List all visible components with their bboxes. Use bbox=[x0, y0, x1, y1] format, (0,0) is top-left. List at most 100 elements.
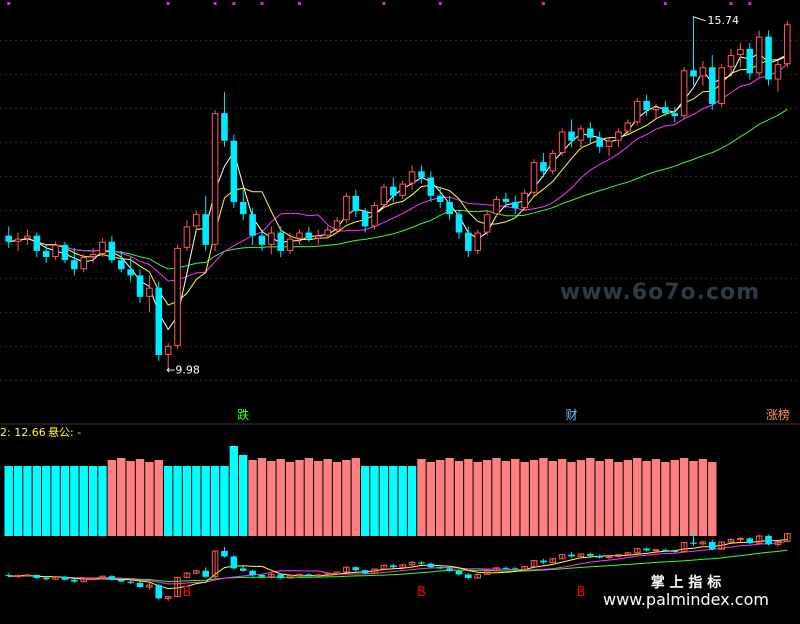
indicator-bar bbox=[670, 460, 679, 536]
indicator-bar bbox=[548, 461, 557, 536]
mini-candle bbox=[164, 596, 172, 602]
indicator-bar bbox=[501, 461, 511, 536]
candle bbox=[615, 128, 622, 147]
top-marker-dot bbox=[748, 2, 752, 5]
candle bbox=[164, 342, 172, 369]
candle bbox=[99, 238, 106, 258]
top-marker-dot bbox=[382, 2, 386, 5]
indicator-bar bbox=[314, 461, 323, 536]
indicator-bar bbox=[351, 458, 360, 536]
candle bbox=[455, 211, 463, 239]
candle bbox=[530, 159, 538, 196]
mini-candle bbox=[465, 573, 472, 580]
buy-signal: B bbox=[576, 585, 585, 600]
candle bbox=[305, 226, 313, 242]
indicator-bar bbox=[417, 459, 426, 536]
mini-candle bbox=[221, 546, 228, 558]
mini-candle bbox=[371, 568, 378, 574]
indicator-bar bbox=[145, 462, 154, 536]
mini-candle bbox=[333, 571, 341, 575]
mini-candle bbox=[305, 573, 313, 577]
candle bbox=[193, 211, 200, 233]
mini-candle bbox=[746, 537, 754, 545]
mini-candle bbox=[737, 537, 744, 542]
top-marker-dot bbox=[298, 2, 301, 5]
mini-candle bbox=[483, 570, 491, 575]
mini-candle bbox=[108, 575, 116, 581]
indicator-bar bbox=[633, 458, 642, 536]
candle bbox=[399, 180, 406, 199]
indicator-bar bbox=[454, 461, 464, 536]
ma-line-long bbox=[8, 108, 788, 270]
candle bbox=[568, 119, 575, 147]
indicator-bar bbox=[304, 458, 314, 536]
candle bbox=[361, 208, 369, 233]
mini-candle bbox=[662, 548, 669, 552]
event-labels: 跌 财 涨榜 bbox=[237, 407, 790, 422]
indicator-bar bbox=[398, 466, 407, 536]
indicator-bars bbox=[4, 446, 717, 536]
mini-candle bbox=[52, 576, 59, 580]
candle bbox=[211, 110, 219, 251]
candle bbox=[746, 42, 754, 80]
indicator-bar bbox=[201, 466, 210, 536]
indicator-bar bbox=[135, 459, 145, 536]
candle bbox=[268, 226, 275, 254]
mini-candle bbox=[361, 569, 369, 575]
indicator-bar bbox=[98, 466, 107, 536]
mini-candle bbox=[249, 569, 256, 577]
candle bbox=[427, 171, 435, 202]
mini-candle bbox=[239, 566, 247, 572]
candle bbox=[117, 250, 125, 273]
mini-candle bbox=[268, 573, 275, 579]
mini-candle bbox=[399, 564, 406, 568]
candle bbox=[61, 241, 69, 264]
indicator-bar bbox=[661, 462, 670, 536]
candle bbox=[699, 61, 707, 86]
candle bbox=[483, 211, 491, 236]
candle bbox=[587, 122, 594, 144]
candle bbox=[33, 232, 41, 258]
mini-candle bbox=[211, 550, 219, 578]
indicator-bar bbox=[426, 462, 436, 536]
indicator-bar bbox=[623, 460, 633, 536]
mini-candle bbox=[174, 576, 181, 598]
indicator-bar bbox=[651, 459, 661, 536]
mini-candle bbox=[474, 573, 482, 579]
candle bbox=[521, 189, 528, 212]
indicator-lines bbox=[8, 539, 788, 590]
candle bbox=[52, 241, 59, 261]
indicator-bar bbox=[332, 462, 342, 536]
mini-candle bbox=[99, 575, 106, 580]
indicator-label: 悬公: - bbox=[48, 426, 81, 439]
candle bbox=[446, 195, 453, 221]
candle bbox=[380, 183, 388, 209]
candle bbox=[605, 137, 613, 157]
candle bbox=[230, 134, 238, 209]
indicator-bar bbox=[698, 459, 708, 536]
indicator-bar bbox=[595, 461, 604, 536]
candle bbox=[239, 189, 247, 221]
candle bbox=[718, 64, 725, 108]
indicator-bar bbox=[126, 461, 135, 536]
indicator-bar bbox=[60, 466, 70, 536]
candle bbox=[136, 269, 144, 303]
candle bbox=[493, 195, 500, 218]
mini-candle bbox=[587, 552, 594, 557]
candle bbox=[202, 195, 209, 251]
mini-candle bbox=[324, 573, 331, 576]
mini-candle bbox=[408, 561, 416, 566]
mini-candle bbox=[577, 553, 585, 559]
candle bbox=[258, 229, 266, 251]
candle bbox=[737, 42, 744, 68]
top-marker-dot bbox=[7, 2, 11, 5]
indicator-bar bbox=[464, 459, 473, 536]
mini-candle bbox=[296, 573, 303, 577]
indicator-bar bbox=[360, 466, 370, 536]
indicator-bar bbox=[379, 466, 389, 536]
mini-candle bbox=[521, 566, 528, 571]
mini-candle bbox=[727, 538, 735, 544]
indicator-bar bbox=[107, 460, 117, 536]
mini-candle bbox=[286, 574, 294, 579]
candle bbox=[596, 131, 603, 153]
